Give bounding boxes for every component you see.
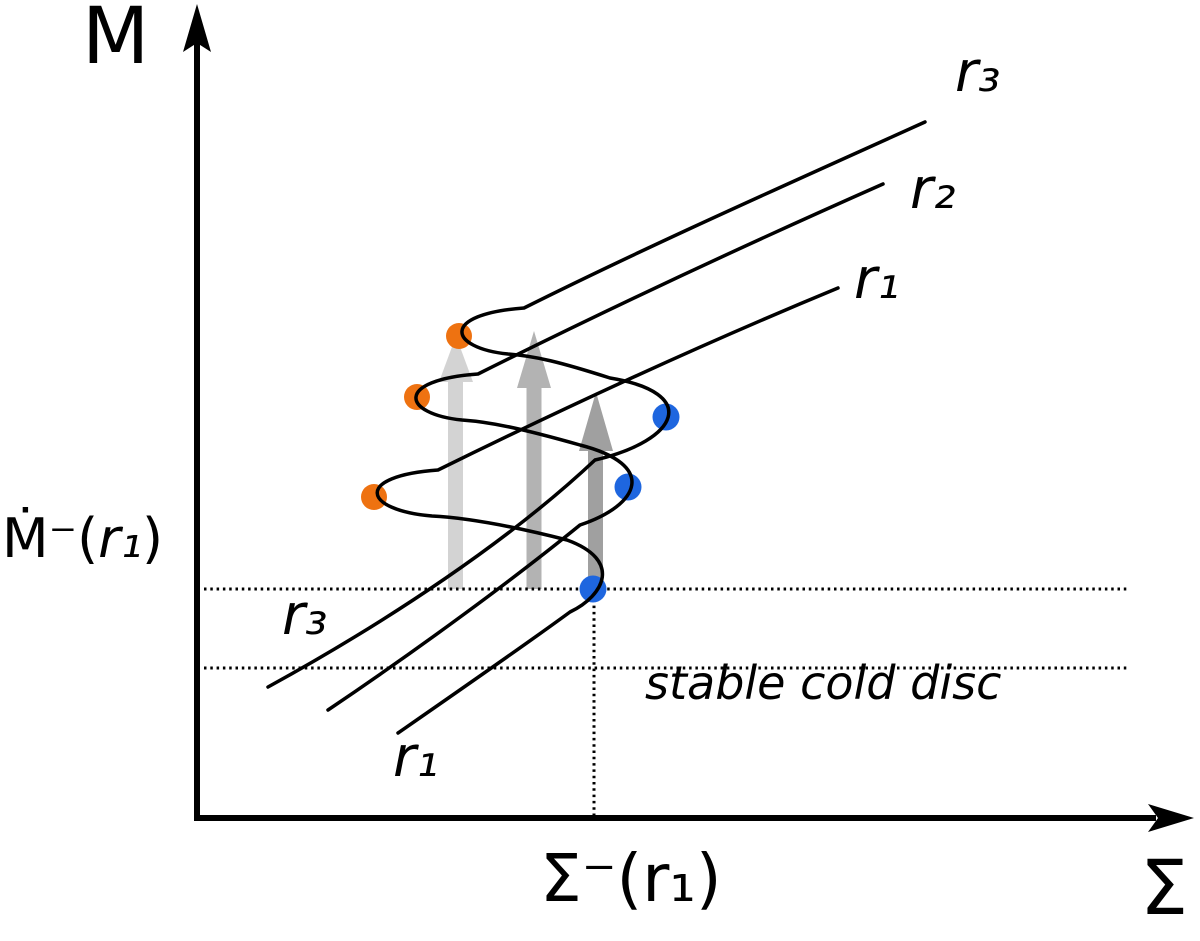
- orange-dot-r1: [361, 484, 387, 510]
- curve-label-r1-top: r₁: [854, 247, 900, 312]
- s-curve-r1: [375, 286, 840, 735]
- curve-label-r1-lower: r₁: [393, 725, 439, 790]
- curve-label-r2-top: r₂: [910, 157, 956, 222]
- s-curve-r3: [266, 120, 927, 689]
- blue-dot-r2: [614, 473, 642, 501]
- mdot-threshold-label: Ṁ⁻(r₁): [2, 512, 163, 566]
- s-curves: [266, 120, 927, 735]
- x-axis-title: Σ: [1140, 843, 1189, 932]
- s-curve-r2: [326, 182, 885, 712]
- y-axis-title: Ṁ: [82, 0, 150, 82]
- blue-dot-r3: [652, 403, 680, 431]
- axes: [183, 4, 1194, 832]
- stable-cold-disc-label: stable cold disc: [645, 656, 1002, 710]
- sigma-threshold-label: Σ⁻(r₁): [540, 840, 722, 917]
- curve-label-r3-top: r₃: [955, 40, 1001, 105]
- mdot-threshold-suffix: ): [142, 507, 164, 570]
- x-axis-arrowhead-icon: [1148, 804, 1194, 832]
- orange-dot-r3: [446, 323, 472, 349]
- jump-arrow-left: [439, 336, 473, 589]
- mdot-threshold-prefix: Ṁ⁻(: [2, 507, 99, 570]
- curve-label-r3-lower: r₃: [282, 583, 328, 648]
- mdot-threshold-variable: r₁: [98, 507, 143, 570]
- y-axis-arrowhead-icon: [183, 4, 211, 52]
